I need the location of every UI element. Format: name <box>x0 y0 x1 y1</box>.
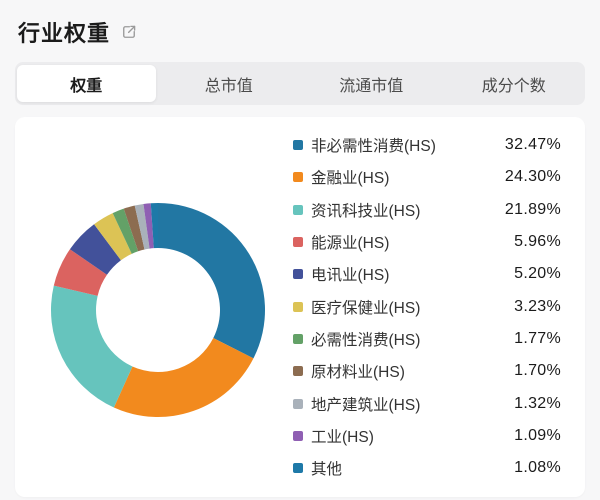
legend-value: 21.89% <box>504 200 561 218</box>
donut-chart <box>43 195 273 425</box>
legend-item[interactable]: 工业(HS) 1.09% <box>293 420 561 452</box>
legend-swatch <box>293 172 303 183</box>
donut-slice[interactable] <box>113 338 254 418</box>
legend-item[interactable]: 地产建筑业(HS) 1.32% <box>293 387 561 419</box>
legend-label: 其他 <box>311 461 343 479</box>
legend-swatch <box>293 204 303 215</box>
tab-constituent-count[interactable]: 成分个数 <box>481 77 546 95</box>
donut-slice[interactable] <box>53 249 107 296</box>
donut-slice[interactable] <box>150 203 158 249</box>
legend-item[interactable]: 必需性消费(HS) 1.77% <box>293 323 561 355</box>
legend-label: 地产建筑业(HS) <box>311 396 421 414</box>
legend-value: 1.09% <box>514 426 561 444</box>
legend-value: 5.20% <box>514 265 561 283</box>
tab-weight[interactable]: 权重 <box>17 65 156 102</box>
legend-label: 工业(HS) <box>311 428 374 446</box>
legend-item[interactable]: 非必需性消费(HS) 32.47% <box>293 129 561 161</box>
legend-label: 金融业(HS) <box>311 170 390 188</box>
legend-value: 1.08% <box>514 459 561 477</box>
donut-slice[interactable] <box>69 224 121 275</box>
legend-item[interactable]: 原材料业(HS) 1.70% <box>293 355 561 387</box>
legend-swatch <box>293 366 303 377</box>
donut-slice[interactable] <box>94 213 132 261</box>
legend-label: 资讯科技业(HS) <box>311 202 421 220</box>
legend-label: 非必需性消费(HS) <box>311 138 436 156</box>
legend-swatch <box>293 237 303 248</box>
legend-value: 1.32% <box>514 394 561 412</box>
legend-value: 24.30% <box>504 168 561 186</box>
legend-label: 电讯业(HS) <box>311 267 390 285</box>
legend-label: 医疗保健业(HS) <box>311 299 421 317</box>
legend-item[interactable]: 能源业(HS) 5.96% <box>293 226 561 258</box>
legend-swatch <box>293 140 303 151</box>
donut-slice[interactable] <box>143 203 154 249</box>
tab-bar: 权重 总市值 流通市值 成分个数 <box>15 62 585 105</box>
donut-slice[interactable] <box>50 285 133 408</box>
legend-item[interactable]: 其他 1.08% <box>293 452 561 484</box>
legend-value: 5.96% <box>514 233 561 251</box>
legend-swatch <box>293 301 303 312</box>
tab-total-market-cap[interactable]: 总市值 <box>204 77 253 95</box>
legend-value: 1.70% <box>514 362 561 380</box>
page-header: 行业权重 <box>0 0 600 48</box>
legend-item[interactable]: 电讯业(HS) 5.20% <box>293 258 561 290</box>
legend-swatch <box>293 398 303 409</box>
legend-swatch <box>293 269 303 280</box>
tab-float-market-cap[interactable]: 流通市值 <box>339 77 404 95</box>
donut-slice[interactable] <box>123 205 145 252</box>
legend-label: 原材料业(HS) <box>311 364 405 382</box>
donut-slice[interactable] <box>158 203 266 359</box>
legend-value: 32.47% <box>504 136 561 154</box>
legend-item[interactable]: 金融业(HS) 24.30% <box>293 161 561 193</box>
legend-value: 3.23% <box>514 297 561 315</box>
page-title: 行业权重 <box>18 21 111 46</box>
donut-slice[interactable] <box>134 203 150 250</box>
legend-item[interactable]: 资讯科技业(HS) 21.89% <box>293 194 561 226</box>
legend-value: 1.77% <box>514 329 561 347</box>
legend-swatch <box>293 463 303 474</box>
legend-item[interactable]: 医疗保健业(HS) 3.23% <box>293 290 561 322</box>
donut-slice[interactable] <box>112 208 139 254</box>
chart-legend: 非必需性消费(HS) 32.47% 金融业(HS) 24.30% 资讯科技业(HS) 21… <box>293 129 561 484</box>
legend-label: 必需性消费(HS) <box>311 331 421 349</box>
legend-swatch <box>293 430 303 441</box>
legend-label: 能源业(HS) <box>311 235 390 253</box>
chart-card: 非必需性消费(HS) 32.47% 金融业(HS) 24.30% 资讯科技业(HS) 21… <box>15 117 585 497</box>
legend-swatch <box>293 333 303 344</box>
share-icon[interactable] <box>120 23 138 41</box>
